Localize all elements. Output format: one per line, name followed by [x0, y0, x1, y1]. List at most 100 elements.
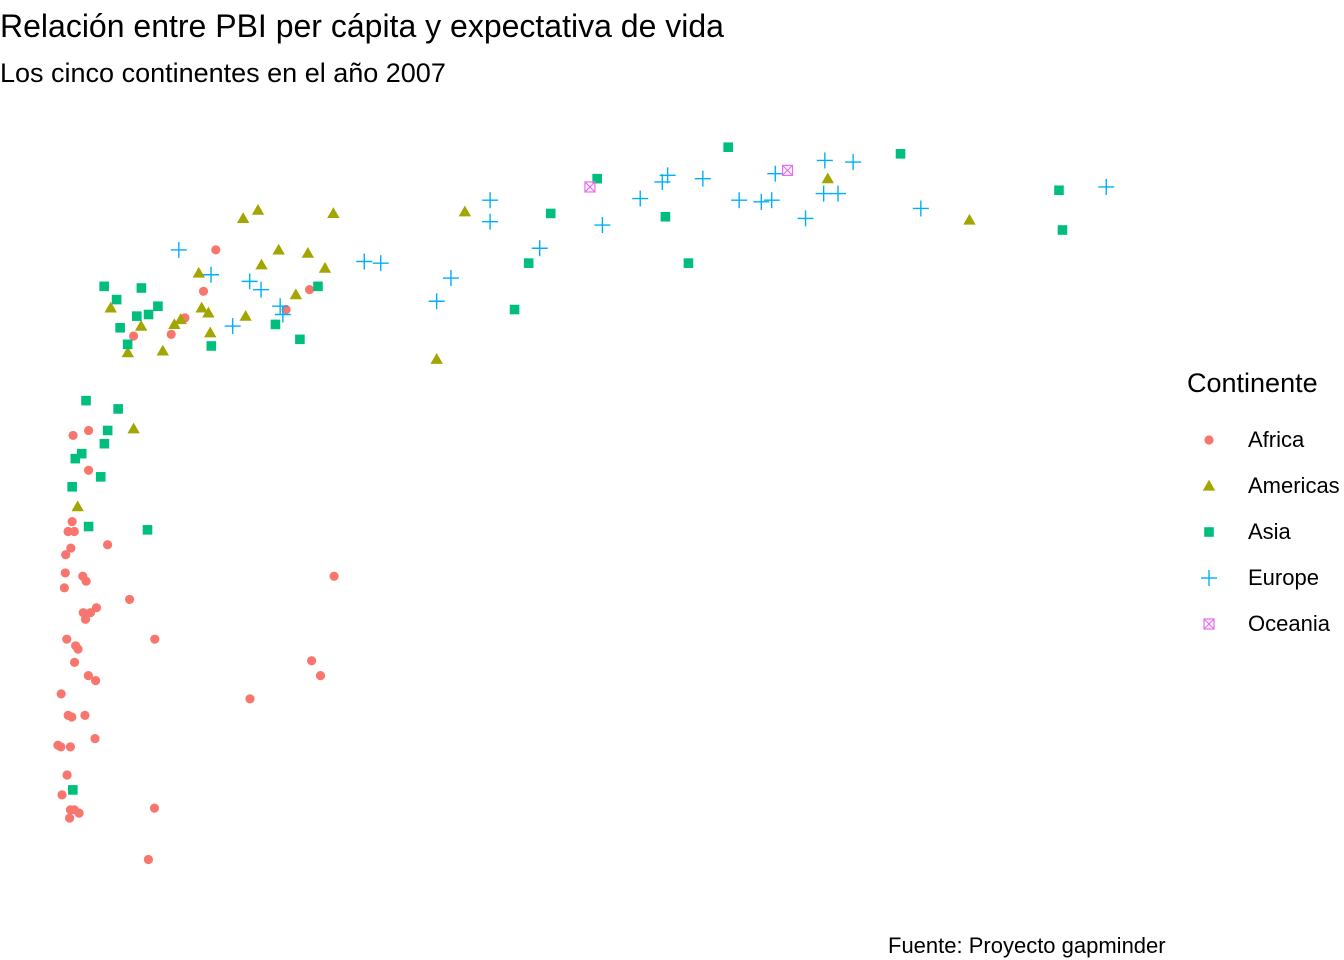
point-europe: [253, 281, 270, 298]
point-europe: [170, 241, 187, 258]
point-europe: [632, 190, 649, 207]
point-americas: [192, 266, 206, 278]
point-africa: [91, 675, 101, 686]
legend-key-americas: [1202, 479, 1216, 491]
point-europe: [845, 154, 862, 171]
point-americas: [127, 422, 140, 434]
point-africa: [69, 526, 79, 537]
point-americas: [821, 172, 834, 184]
point-americas: [327, 207, 340, 219]
chart-title: Relación entre PBI per cápita y expectat…: [0, 8, 724, 44]
point-americas: [134, 319, 148, 331]
point-africa: [61, 550, 71, 560]
legend-symbol-africa: [1204, 435, 1214, 445]
point-europe: [442, 270, 459, 287]
point-africa: [307, 656, 317, 666]
point-americas: [272, 243, 285, 255]
point-americas: [204, 326, 217, 338]
point-africa: [149, 803, 160, 813]
point-oceania: [584, 181, 596, 193]
legend-symbol-oceania: [1203, 618, 1215, 630]
point-africa: [166, 329, 176, 339]
point-asia: [683, 258, 694, 268]
point-americas: [174, 313, 187, 325]
point-americas: [963, 213, 976, 225]
point-africa: [74, 808, 84, 818]
point-europe: [482, 213, 499, 230]
point-europe: [763, 192, 780, 209]
point-africa: [90, 733, 100, 744]
point-asia: [102, 425, 113, 436]
point-africa: [143, 854, 153, 865]
point-europe: [797, 210, 814, 227]
point-europe: [372, 255, 389, 272]
point-africa: [56, 689, 66, 699]
point-asia: [295, 334, 305, 345]
point-europe: [830, 185, 847, 202]
point-americas: [168, 318, 181, 330]
point-europe: [274, 306, 291, 323]
legend-symbol-americas: [1202, 479, 1216, 491]
point-asia: [660, 211, 671, 222]
legend-items: Africa Americas Asia Europe Oceania: [1187, 417, 1340, 647]
point-africa: [211, 245, 221, 255]
point-europe: [594, 217, 611, 234]
point-africa: [60, 568, 70, 578]
point-asia: [81, 395, 91, 406]
point-africa: [68, 430, 78, 441]
point-europe: [753, 193, 770, 210]
point-asia: [67, 481, 77, 492]
point-africa: [81, 576, 91, 586]
legend-label-africa: Africa: [1248, 427, 1305, 452]
point-europe: [203, 266, 220, 283]
point-africa: [71, 641, 81, 651]
point-asia: [153, 301, 163, 312]
point-africa: [83, 425, 94, 436]
point-asia: [895, 149, 906, 159]
point-africa: [150, 634, 160, 644]
point-asia: [723, 142, 733, 152]
point-europe: [912, 200, 929, 217]
legend-item-oceania: Oceania: [1187, 601, 1340, 647]
point-africa: [83, 671, 93, 681]
point-asia: [83, 521, 94, 532]
legend-title: Continente: [1187, 368, 1318, 398]
point-americas: [202, 306, 215, 318]
point-asia: [592, 173, 602, 184]
point-europe: [1098, 178, 1115, 195]
legend-symbol-asia: [1204, 527, 1214, 537]
point-africa: [57, 790, 67, 800]
point-europe: [428, 293, 445, 310]
point-asia: [136, 283, 147, 293]
point-africa: [62, 634, 72, 644]
point-asia: [111, 294, 122, 305]
point-europe: [815, 185, 832, 202]
legend-symbol-europe: [1201, 570, 1217, 586]
point-africa: [125, 594, 135, 605]
point-africa: [245, 694, 255, 704]
chart-subtitle: Los cinco continentes en el año 2007: [0, 58, 446, 88]
point-asia: [95, 472, 106, 482]
point-africa: [69, 657, 80, 667]
point-asia: [99, 281, 109, 292]
point-europe: [694, 170, 711, 187]
point-africa: [102, 540, 113, 550]
point-europe: [531, 240, 548, 257]
point-asia: [70, 453, 81, 464]
point-europe: [241, 273, 258, 290]
point-africa: [80, 710, 90, 720]
point-europe: [659, 167, 676, 184]
legend-label-europe: Europe: [1248, 565, 1319, 590]
point-asia: [545, 208, 556, 219]
point-asia: [68, 785, 78, 795]
point-europe: [482, 192, 499, 209]
point-africa: [65, 742, 76, 752]
point-asia: [313, 281, 323, 292]
point-americas: [104, 301, 117, 313]
point-asia: [523, 258, 534, 268]
point-americas: [239, 309, 252, 321]
legend-label-oceania: Oceania: [1248, 611, 1330, 636]
point-americas: [289, 288, 303, 300]
point-asia: [1054, 185, 1064, 196]
